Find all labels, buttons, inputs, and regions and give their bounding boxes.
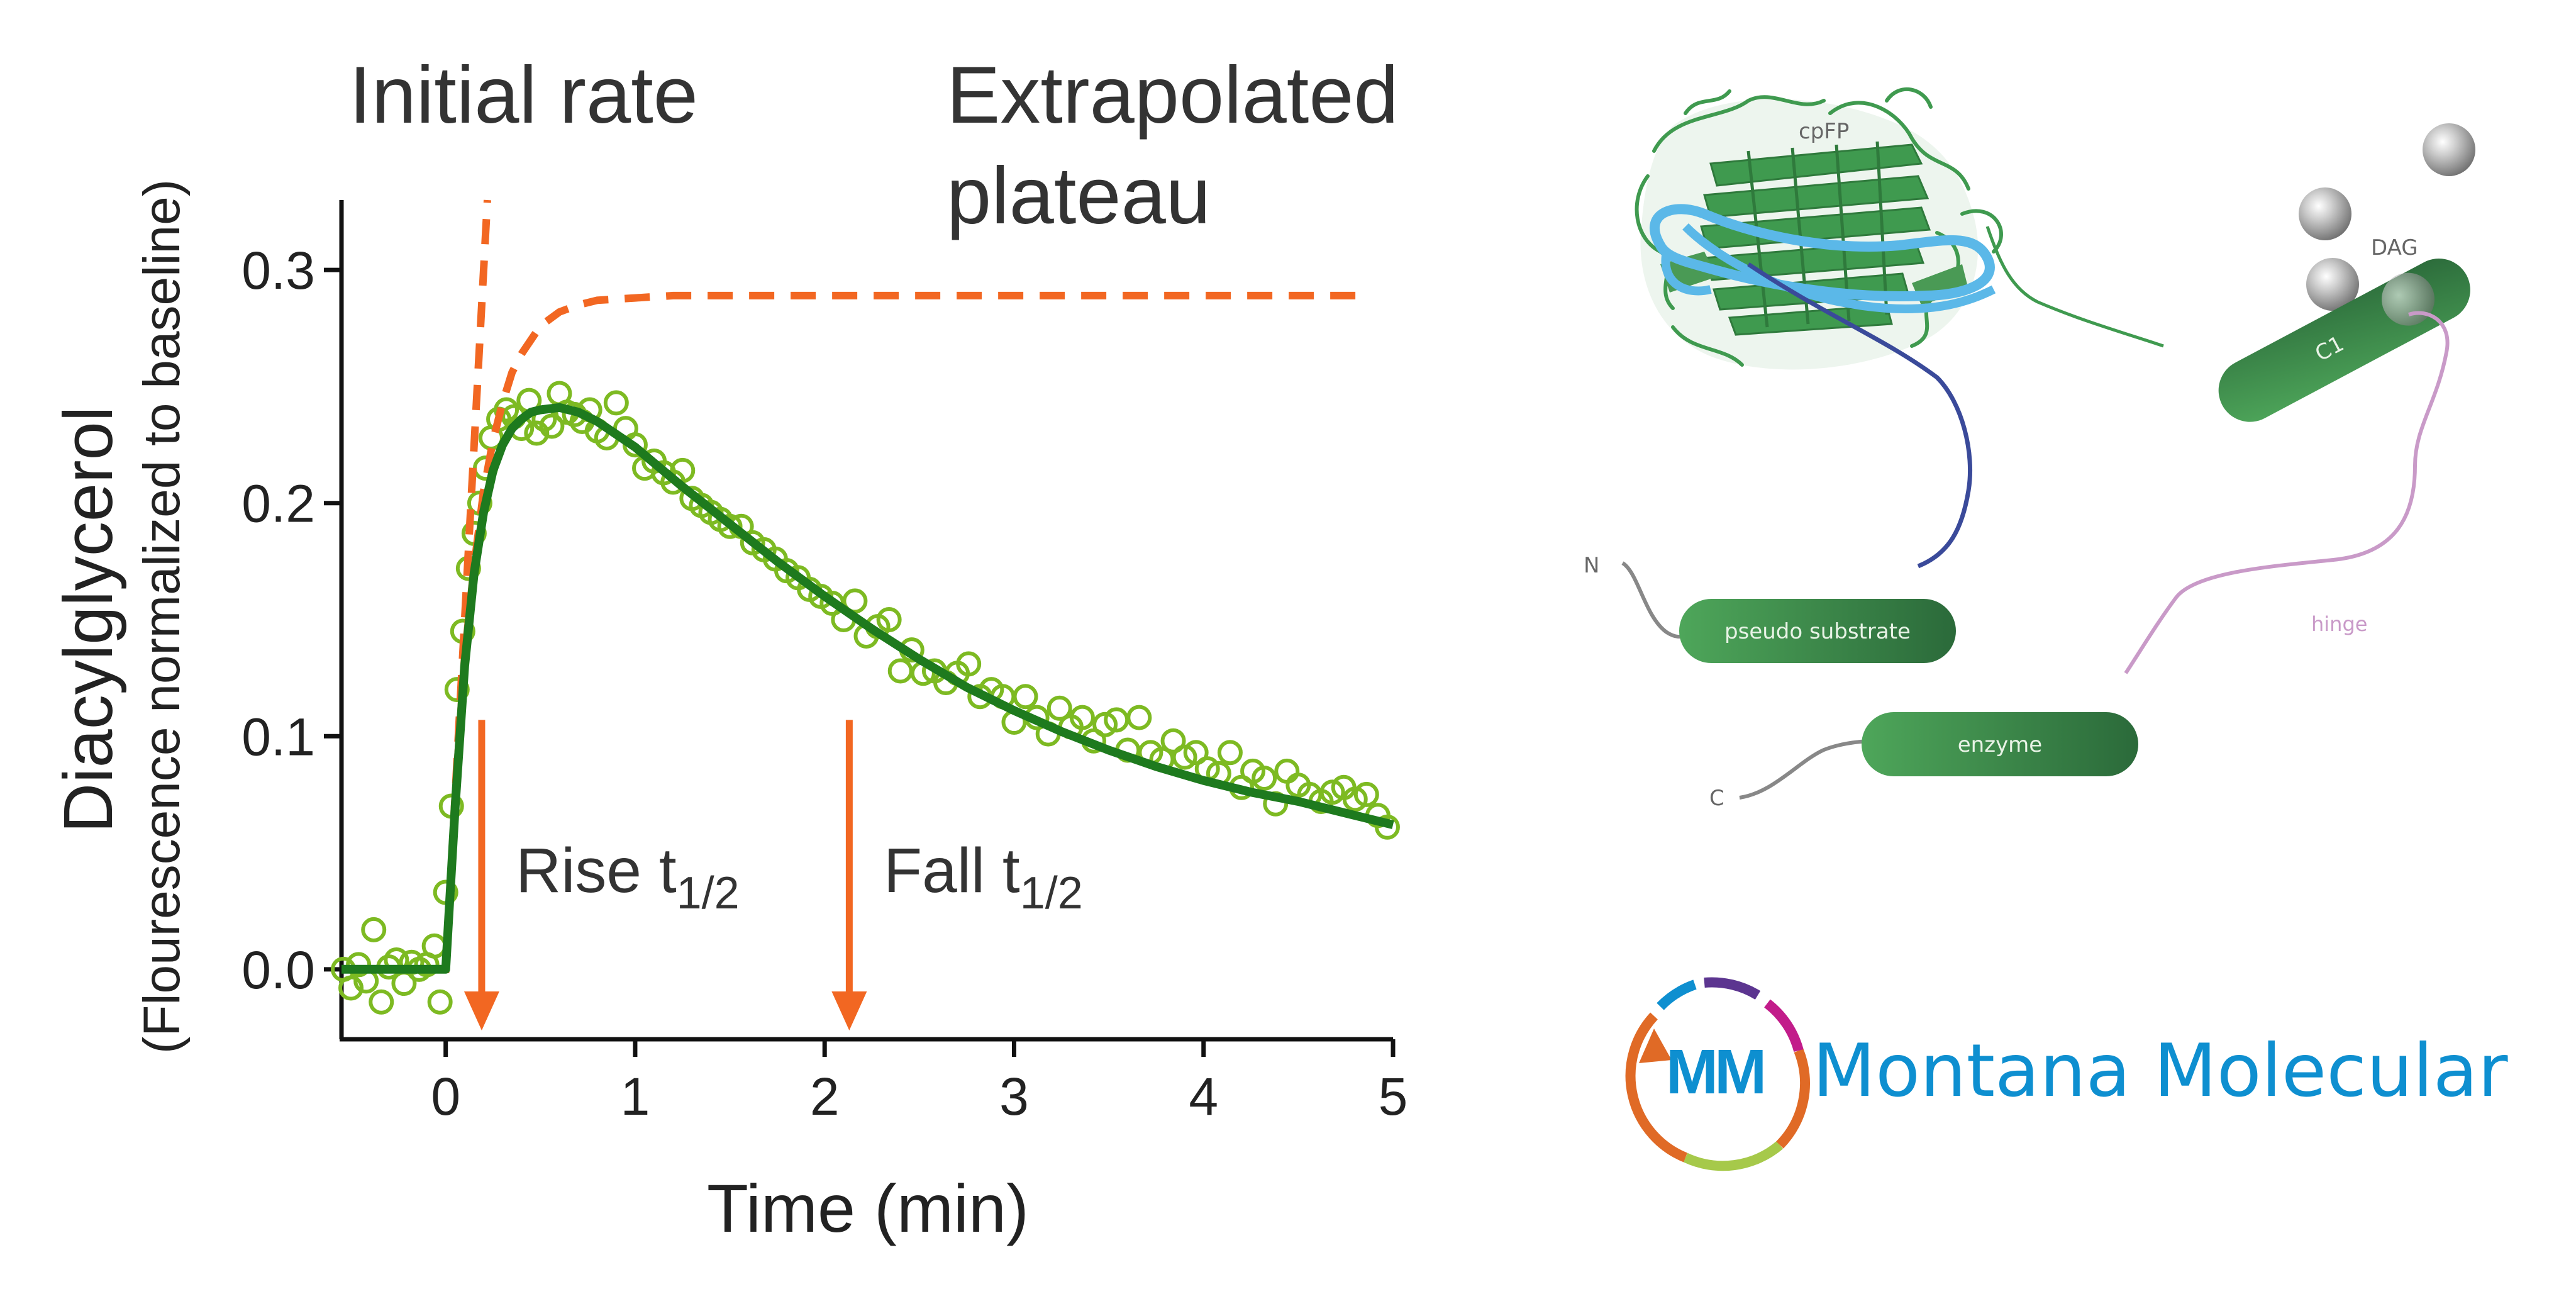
c-terminus-tail xyxy=(1739,739,1875,800)
data-point xyxy=(444,677,470,703)
c-label: C xyxy=(1709,786,1724,811)
data-point xyxy=(338,975,364,1001)
enzyme-domain: enzyme xyxy=(1862,712,2138,776)
data-point xyxy=(1092,711,1118,737)
data-point xyxy=(1046,695,1072,721)
cpfp-structure xyxy=(1635,87,2003,370)
data-point xyxy=(524,420,550,446)
data-point xyxy=(1353,781,1379,807)
fall-label: Fall t1/2 xyxy=(884,835,1083,918)
fall-subscript: 1/2 xyxy=(1020,868,1083,918)
y-tick-label: 0.1 xyxy=(242,707,315,766)
data-point xyxy=(369,989,394,1015)
company-name: Montana Molecular xyxy=(1813,1029,2508,1113)
data-point xyxy=(427,989,453,1015)
data-point xyxy=(887,658,913,684)
logo-ring xyxy=(1625,977,1810,1171)
data-point xyxy=(876,607,902,632)
dag-label: DAG xyxy=(2371,235,2418,260)
rise-arrow-head xyxy=(464,991,499,1030)
data-point xyxy=(1374,814,1400,840)
data-point xyxy=(539,413,565,439)
initial-rate-label: Initial rate xyxy=(349,50,698,140)
y-tick-label: 0.3 xyxy=(242,241,315,300)
x-tick-label: 0 xyxy=(431,1067,460,1126)
logo-arrow-icon xyxy=(1639,1029,1672,1063)
plateau-label-line1: Extrapolated xyxy=(947,50,1399,140)
rise-label: Rise t1/2 xyxy=(516,835,740,918)
data-point xyxy=(361,917,387,942)
y-tick-label: 0.0 xyxy=(242,940,315,1000)
data-point xyxy=(1342,786,1368,812)
montana-molecular-logo: MM Montana Molecular xyxy=(1625,977,2508,1171)
x-tick-label: 2 xyxy=(810,1067,840,1126)
x-ticks: 0 1 2 3 4 5 xyxy=(431,1039,1407,1126)
pseudo-substrate-domain: pseudo substrate xyxy=(1679,599,1956,663)
x-tick-label: 5 xyxy=(1379,1067,1408,1126)
rise-subscript: 1/2 xyxy=(677,868,740,918)
n-label: N xyxy=(1584,553,1599,578)
hinge-label: hinge xyxy=(2311,612,2367,636)
x-tick-label: 3 xyxy=(999,1067,1029,1126)
sensor-diagram: cpFP DAG C1 hinge N pseudo substrate C e… xyxy=(1584,87,2475,811)
enzyme-label: enzyme xyxy=(1958,732,2042,757)
data-point xyxy=(1160,728,1186,754)
green-linker xyxy=(1985,226,2164,348)
data-point xyxy=(1319,779,1345,805)
x-axis-title: Time (min) xyxy=(707,1170,1029,1246)
logo-monogram: MM xyxy=(1666,1037,1763,1107)
data-point xyxy=(494,397,519,423)
half-time-arrows xyxy=(464,720,867,1030)
data-point xyxy=(1252,765,1277,791)
x-tick-label: 1 xyxy=(621,1067,650,1126)
plateau-label-line2: plateau xyxy=(947,151,1211,241)
y-tick-label: 0.2 xyxy=(242,474,315,533)
data-point xyxy=(1013,684,1038,710)
hinge-linker xyxy=(2124,311,2450,674)
y-axis-title: Diacylglycerol xyxy=(50,406,127,834)
data-point xyxy=(717,513,743,539)
data-point xyxy=(1126,705,1152,730)
data-point xyxy=(842,588,868,614)
data-point xyxy=(1069,705,1095,730)
dag-sphere xyxy=(2299,187,2351,240)
y-axis-subtitle: (Flourescence normalized to baseline) xyxy=(133,179,191,1054)
data-point xyxy=(1172,744,1197,770)
data-point xyxy=(603,390,629,416)
dag-sphere xyxy=(2423,123,2475,176)
data-point xyxy=(1274,758,1300,784)
y-ticks: 0.0 0.1 0.2 0.3 xyxy=(242,241,341,1000)
initial-rate-dashed-line xyxy=(341,199,491,973)
data-point xyxy=(1217,740,1243,766)
fall-arrow-head xyxy=(831,991,867,1030)
data-point xyxy=(1183,740,1209,766)
cpfp-label: cpFP xyxy=(1799,119,1849,144)
fit-curve xyxy=(341,403,1394,974)
pseudo-substrate-label: pseudo substrate xyxy=(1724,619,1911,644)
dag-chart: Initial rate Extrapolated plateau 0.0 0.1… xyxy=(50,50,1407,1246)
blue-linker xyxy=(1747,262,1972,569)
dag-sphere xyxy=(2306,258,2359,311)
data-point xyxy=(421,933,447,959)
x-tick-label: 4 xyxy=(1189,1067,1218,1126)
data-point xyxy=(956,651,982,677)
